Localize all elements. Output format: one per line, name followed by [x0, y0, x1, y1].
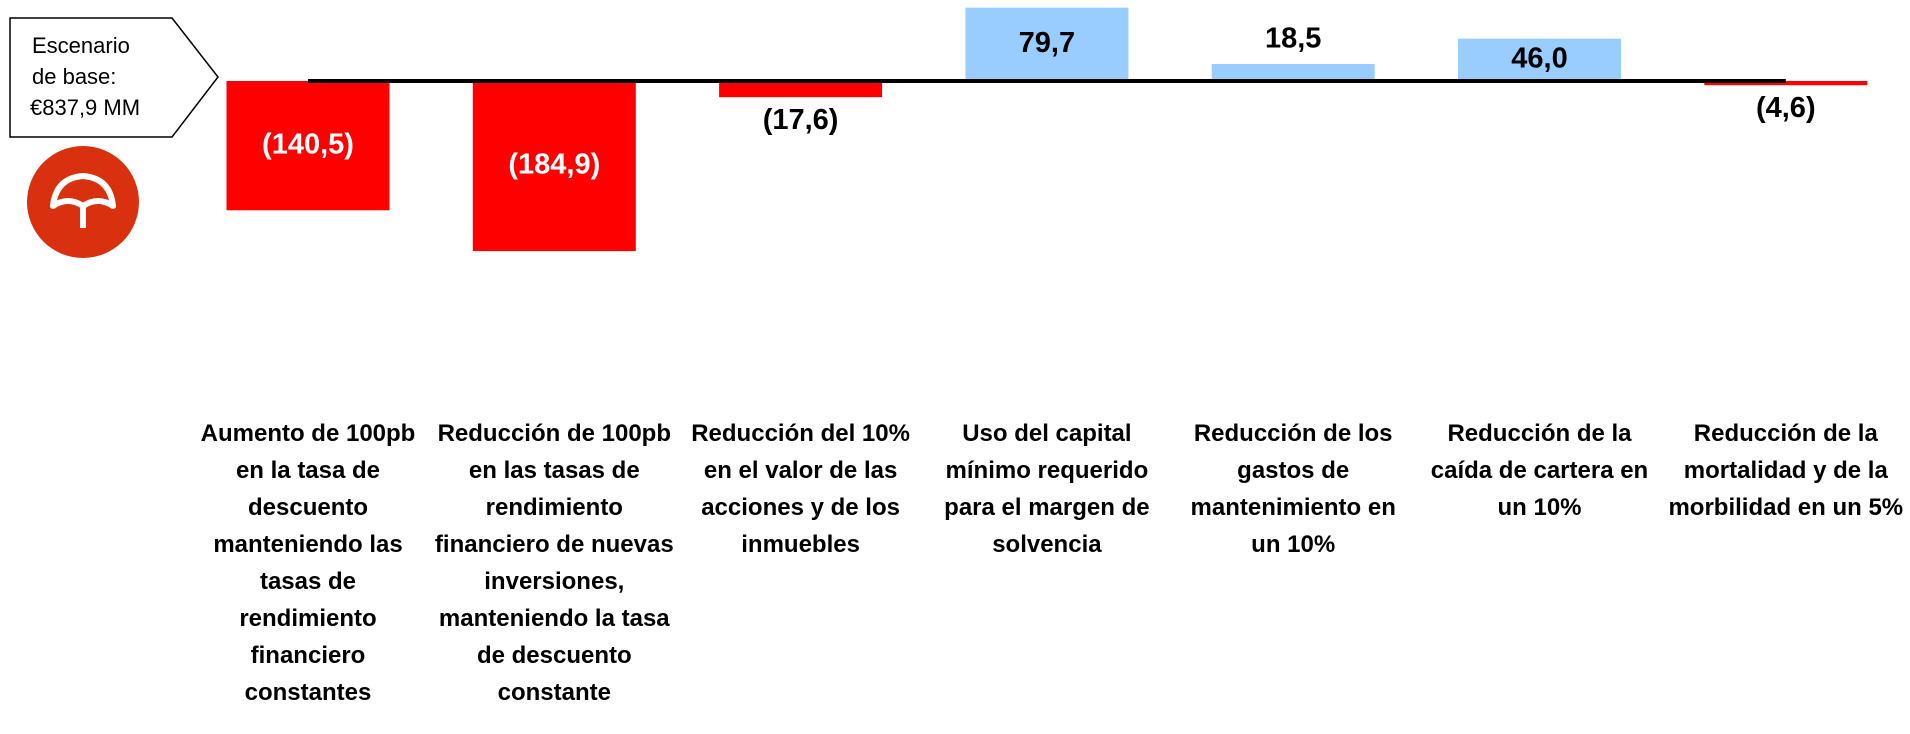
callout-text: €837,9 MM: [30, 95, 140, 120]
category-label: Reducción de 100pb en las tasas de rendi…: [434, 420, 674, 706]
bar: [226, 81, 390, 211]
value-label: 18,5: [1265, 23, 1321, 55]
category-label: Reducción de la mortalidad y de la morbi…: [1668, 420, 1904, 521]
bar: [1704, 81, 1868, 86]
value-label: (184,9): [508, 149, 600, 181]
value-label: 46,0: [1511, 42, 1567, 74]
callout-text: Escenario: [32, 33, 130, 58]
value-label: (140,5): [262, 128, 354, 160]
category-label: Reducción de los gastos de mantenimiento…: [1190, 420, 1396, 558]
bar: [965, 7, 1129, 81]
value-label: (4,6): [1756, 92, 1816, 124]
bar: [472, 81, 636, 252]
value-label: (17,6): [763, 104, 839, 136]
bar: [1211, 63, 1375, 81]
bar: [1458, 38, 1621, 81]
callout-text: de base:: [32, 64, 116, 89]
bar: [719, 81, 883, 98]
value-label: 79,7: [1019, 27, 1075, 59]
callout-box: [9, 17, 219, 138]
category-label: Reducción del 10% en el valor de las acc…: [691, 420, 910, 558]
category-label: Reducción de la caída de cartera en un 1…: [1430, 420, 1649, 521]
logo: [27, 146, 139, 258]
category-label: Uso del capital mínimo requerido para el…: [944, 420, 1150, 558]
category-label: Aumento de 100pb en la tasa de descuento…: [200, 420, 416, 706]
